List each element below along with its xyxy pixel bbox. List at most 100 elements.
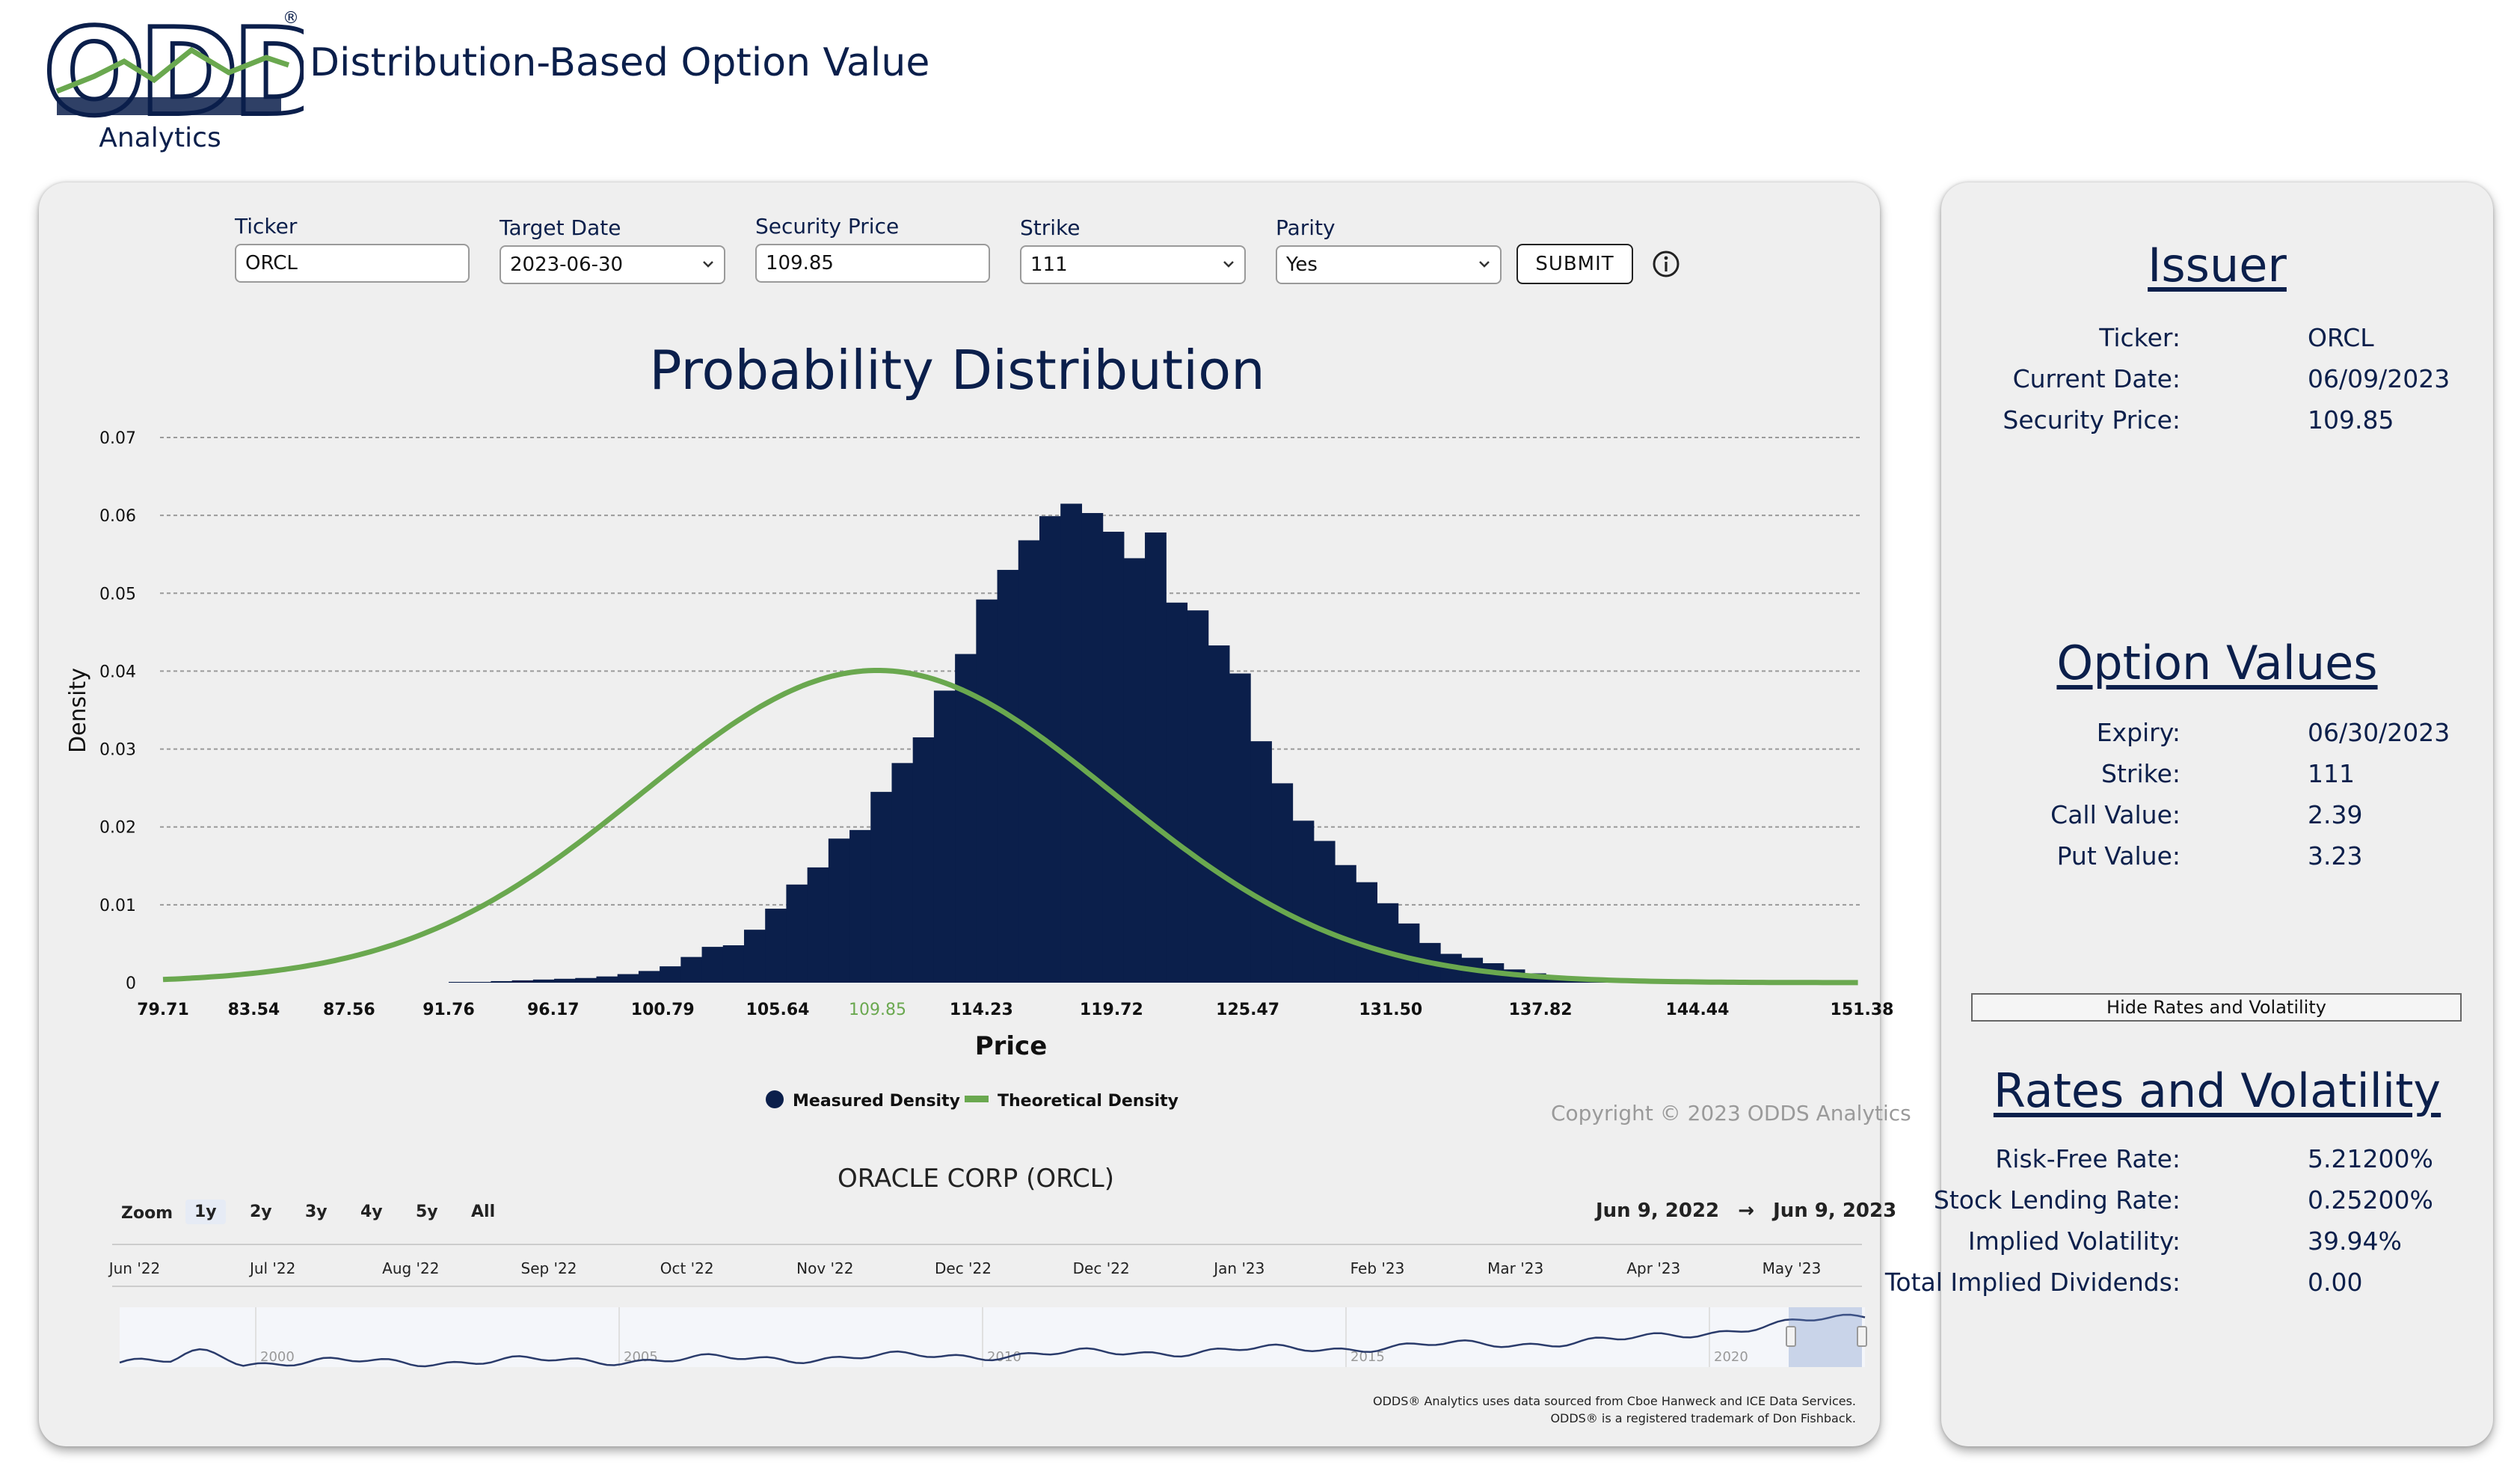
navigator-year-label: 2015: [1350, 1349, 1385, 1365]
histogram-bar: [1081, 513, 1104, 983]
month-tick-label: Oct '22: [660, 1259, 714, 1277]
histogram-bar: [765, 909, 787, 983]
kv-row: Current Date: 06/09/2023: [1941, 364, 2493, 397]
kv-row: Expiry: 06/30/2023: [1941, 718, 2493, 751]
histogram-bar: [617, 974, 639, 983]
month-tick-label: Mar '23: [1487, 1259, 1543, 1277]
stock-chart-title: ORACLE CORP (ORCL): [838, 1164, 1114, 1194]
kv-row: Risk-Free Rate: 5.21200%: [1941, 1144, 2493, 1177]
histogram-bar: [1334, 865, 1356, 983]
zoom-label: Zoom: [121, 1204, 173, 1223]
x-tick-label: 151.38: [1831, 1001, 1894, 1019]
zoom-button-1y[interactable]: 1y: [185, 1200, 226, 1224]
range-start[interactable]: Jun 9, 2022: [1596, 1200, 1720, 1222]
parity-value: Yes: [1286, 254, 1318, 276]
x-tick-label: 83.54: [228, 1001, 280, 1019]
navigator-background: [120, 1307, 1865, 1367]
histogram-bar: [575, 977, 597, 983]
y-axis-label: Density: [65, 668, 91, 753]
month-tick-label: Feb '23: [1350, 1259, 1405, 1277]
month-tick-label: Jul '22: [248, 1259, 295, 1277]
strike-select[interactable]: 111: [1020, 245, 1246, 284]
navigator-year-label: 2000: [260, 1349, 295, 1365]
submit-button[interactable]: SUBMIT: [1516, 244, 1633, 284]
month-tick-label: Sep '22: [521, 1259, 577, 1277]
info-panel: [1941, 182, 2493, 1446]
zoom-button-2y[interactable]: 2y: [250, 1203, 272, 1221]
kv-row: Strike: 111: [1941, 759, 2493, 792]
x-tick-label: 109.85: [849, 1001, 906, 1019]
x-tick-label: 119.72: [1080, 1001, 1143, 1019]
navigator-handle-left: [1786, 1326, 1796, 1347]
parity-label: Parity: [1276, 215, 1336, 240]
histogram-bar: [532, 979, 555, 983]
target-date-select[interactable]: 2023-06-30: [500, 245, 725, 284]
kv-value: 06/30/2023: [2308, 718, 2450, 747]
range-end[interactable]: Jun 9, 2023: [1773, 1200, 1897, 1222]
y-tick-label: 0.05: [99, 585, 136, 604]
x-axis-label: Price: [975, 1031, 1048, 1061]
histogram-bar: [596, 976, 618, 983]
zoom-button-5y[interactable]: 5y: [416, 1203, 438, 1221]
kv-value: 39.94%: [2308, 1226, 2402, 1256]
histogram-bar: [1123, 558, 1146, 983]
ticker-input[interactable]: ORCL: [235, 244, 470, 283]
histogram-bar: [849, 829, 871, 983]
odds-logo: ODDS: [42, 9, 304, 144]
histogram-bar: [1356, 882, 1378, 983]
theoretical-density-line: [162, 668, 1858, 986]
x-tick-label: 125.47: [1216, 1001, 1279, 1019]
zoom-button-3y[interactable]: 3y: [305, 1203, 328, 1221]
month-tick-label: Jun '22: [108, 1259, 161, 1277]
histogram-bar: [470, 981, 492, 983]
kv-value: 06/09/2023: [2308, 364, 2450, 393]
histogram-bar: [1018, 540, 1040, 983]
kv-value: 109.85: [2308, 405, 2394, 435]
histogram-bar: [870, 791, 893, 983]
histogram-bar: [743, 930, 766, 983]
x-tick-label: 131.50: [1359, 1001, 1422, 1019]
x-tick-label: 79.71: [137, 1001, 189, 1019]
month-tick-label: Apr '23: [1626, 1259, 1680, 1277]
histogram-bar: [511, 980, 534, 983]
histogram-bar: [680, 957, 703, 983]
histogram-bar: [807, 867, 829, 983]
kv-key: Stock Lending Rate:: [1933, 1185, 2181, 1215]
kv-value: 5.21200%: [2308, 1144, 2433, 1173]
navigator-year-label: 2010: [987, 1349, 1021, 1365]
histogram-bar: [1271, 783, 1294, 983]
histogram-bar: [955, 654, 977, 983]
histogram-bar: [491, 980, 513, 983]
y-tick-label: 0.07: [99, 429, 136, 448]
strike-label: Strike: [1020, 215, 1081, 240]
histogram-bar: [1102, 532, 1125, 983]
histogram-bar: [828, 838, 850, 983]
navigator-price-line: [119, 1313, 1866, 1368]
kv-row: Stock Lending Rate: 0.25200%: [1934, 1185, 2493, 1218]
info-circle-icon[interactable]: [1651, 249, 1681, 279]
kv-value: 2.39: [2308, 800, 2363, 829]
hide-rates-button[interactable]: Hide Rates and Volatility: [1971, 993, 2462, 1022]
range-arrow-icon: →: [1738, 1200, 1754, 1222]
chevron-down-icon: [1223, 261, 1234, 268]
parity-select[interactable]: Yes: [1276, 245, 1502, 284]
y-tick-label: 0: [126, 974, 136, 993]
chevron-down-icon: [703, 261, 713, 268]
histogram-bar: [638, 971, 660, 983]
kv-key: Expiry:: [2096, 718, 2181, 747]
kv-key: Implied Volatility:: [1967, 1226, 2181, 1256]
kv-key: Risk-Free Rate:: [1995, 1144, 2181, 1173]
histogram-bar: [1313, 841, 1336, 983]
histogram-bar: [1060, 503, 1083, 983]
histogram-bar: [786, 884, 808, 983]
zoom-button-All[interactable]: All: [471, 1203, 496, 1221]
month-tick-label: Jan '23: [1212, 1259, 1264, 1277]
rates-heading: Rates and Volatility: [1993, 1063, 2441, 1118]
kv-row: Ticker: ORCL: [1941, 323, 2493, 356]
histogram-bar: [660, 966, 681, 983]
histogram-bar: [1377, 903, 1399, 983]
legend-label-theoretical: Theoretical Density: [998, 1092, 1178, 1111]
issuer-heading: Issuer: [2148, 238, 2287, 292]
security-price-input[interactable]: 109.85: [755, 244, 990, 283]
zoom-button-4y[interactable]: 4y: [360, 1203, 383, 1221]
